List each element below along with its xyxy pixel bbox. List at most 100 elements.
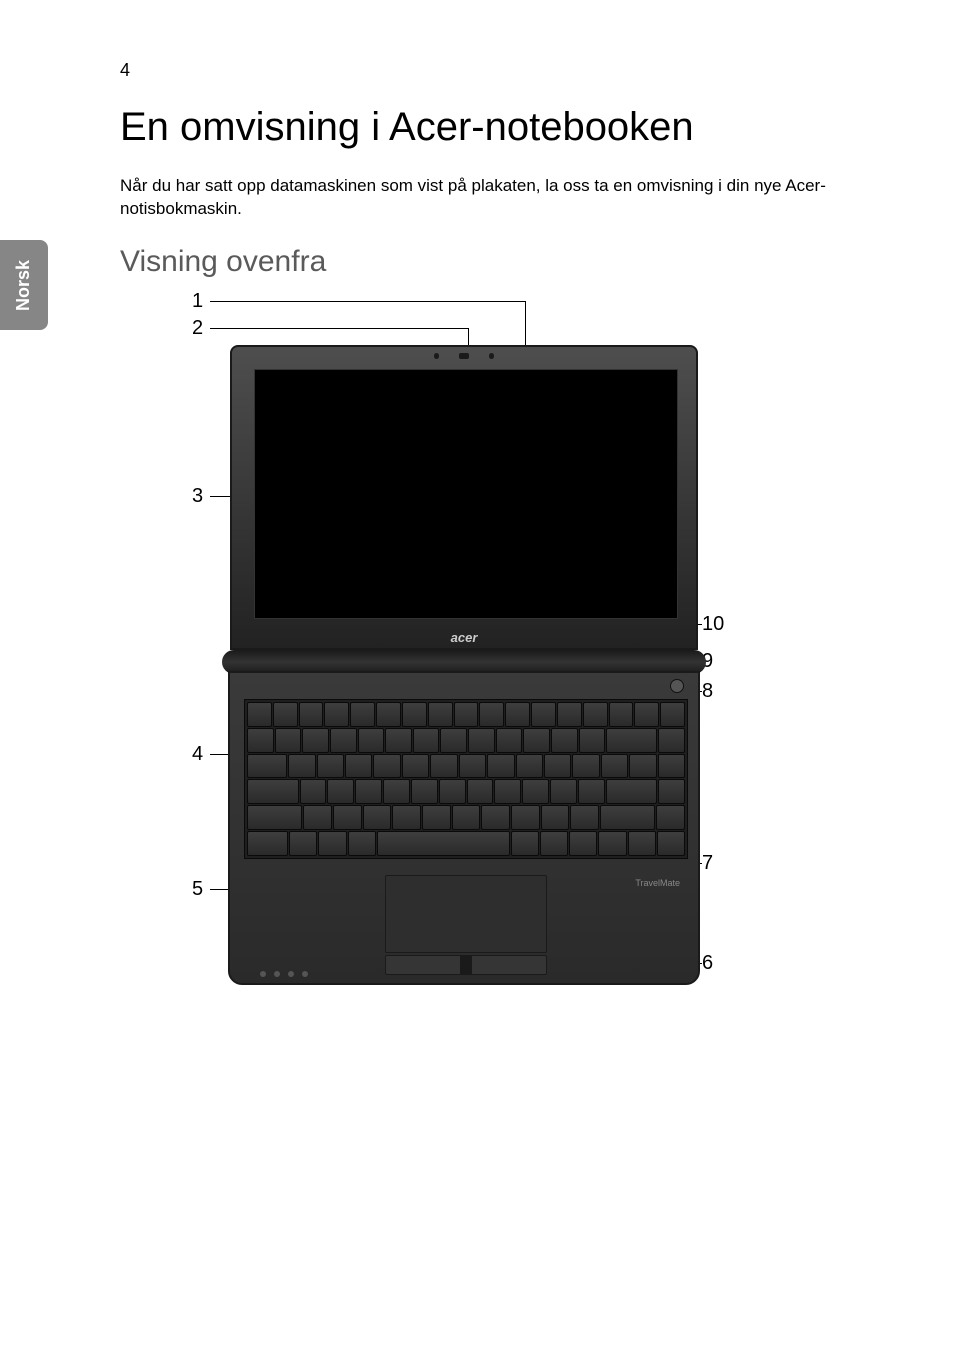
key (598, 831, 626, 856)
callout-7: 7 (702, 852, 713, 875)
key (544, 754, 571, 779)
key (402, 754, 429, 779)
key (439, 779, 466, 804)
key (247, 779, 299, 804)
key (511, 831, 539, 856)
callout-10: 10 (702, 613, 724, 636)
led-icon (288, 971, 294, 977)
key (383, 779, 410, 804)
key (247, 831, 288, 856)
key (350, 702, 375, 727)
key (540, 831, 568, 856)
key (318, 831, 346, 856)
key (481, 805, 510, 830)
key (273, 702, 298, 727)
key (550, 779, 577, 804)
key (440, 728, 467, 753)
key (355, 779, 382, 804)
laptop-illustration: acer (230, 345, 698, 985)
key (317, 754, 344, 779)
key (289, 831, 317, 856)
key-row (247, 702, 685, 727)
webcam-area (434, 352, 494, 360)
key (660, 702, 685, 727)
webcam-icon (459, 353, 468, 359)
key (516, 754, 543, 779)
key (302, 728, 329, 753)
key (303, 805, 332, 830)
key (411, 779, 438, 804)
key (628, 831, 656, 856)
key (479, 702, 504, 727)
key (430, 754, 457, 779)
key (247, 702, 272, 727)
key (422, 805, 451, 830)
key (358, 728, 385, 753)
key (579, 728, 606, 753)
key (454, 702, 479, 727)
mic-icon (434, 353, 439, 359)
screen-bezel: acer (230, 345, 698, 650)
callout-5: 5 (192, 878, 203, 901)
key (247, 805, 302, 830)
display-screen (254, 369, 678, 619)
key (511, 805, 540, 830)
key (300, 779, 327, 804)
key (541, 805, 570, 830)
callout-line (210, 328, 468, 329)
key (467, 779, 494, 804)
key (522, 779, 549, 804)
key (348, 831, 376, 856)
fingerprint-reader (460, 955, 472, 975)
key (402, 702, 427, 727)
key (557, 702, 582, 727)
language-side-tab-text: Norsk (14, 259, 35, 310)
key (570, 805, 599, 830)
power-button-icon (670, 679, 684, 693)
key (376, 702, 401, 727)
key (658, 754, 685, 779)
laptop-diagram: 1 2 3 4 5 10 9 8 7 6 acer (120, 290, 850, 990)
key (657, 831, 685, 856)
key-row (247, 831, 685, 856)
callout-line (210, 301, 525, 302)
touchpad-left-button (385, 955, 466, 975)
key (288, 754, 315, 779)
key (606, 728, 657, 753)
callout-3: 3 (192, 485, 203, 508)
key (487, 754, 514, 779)
key-row (247, 728, 685, 753)
led-icon (260, 971, 266, 977)
key (275, 728, 302, 753)
keyboard (244, 699, 688, 859)
key (247, 754, 287, 779)
language-side-tab: Norsk (0, 240, 48, 330)
touchpad (385, 875, 547, 953)
key (247, 728, 274, 753)
key (600, 805, 655, 830)
intro-paragraph: Når du har satt opp datamaskinen som vis… (120, 175, 850, 221)
key (324, 702, 349, 727)
key (373, 754, 400, 779)
key (459, 754, 486, 779)
key-row (247, 805, 685, 830)
key (333, 805, 362, 830)
key (583, 702, 608, 727)
key (551, 728, 578, 753)
led-icon (274, 971, 280, 977)
key (327, 779, 354, 804)
key (572, 754, 599, 779)
key (505, 702, 530, 727)
mic-icon (489, 353, 494, 359)
key (634, 702, 659, 727)
key (385, 728, 412, 753)
key (330, 728, 357, 753)
key (523, 728, 550, 753)
key (609, 702, 634, 727)
callout-1: 1 (192, 290, 203, 313)
callout-2: 2 (192, 317, 203, 340)
key (345, 754, 372, 779)
callout-4: 4 (192, 743, 203, 766)
key (656, 805, 685, 830)
key-row (247, 754, 685, 779)
